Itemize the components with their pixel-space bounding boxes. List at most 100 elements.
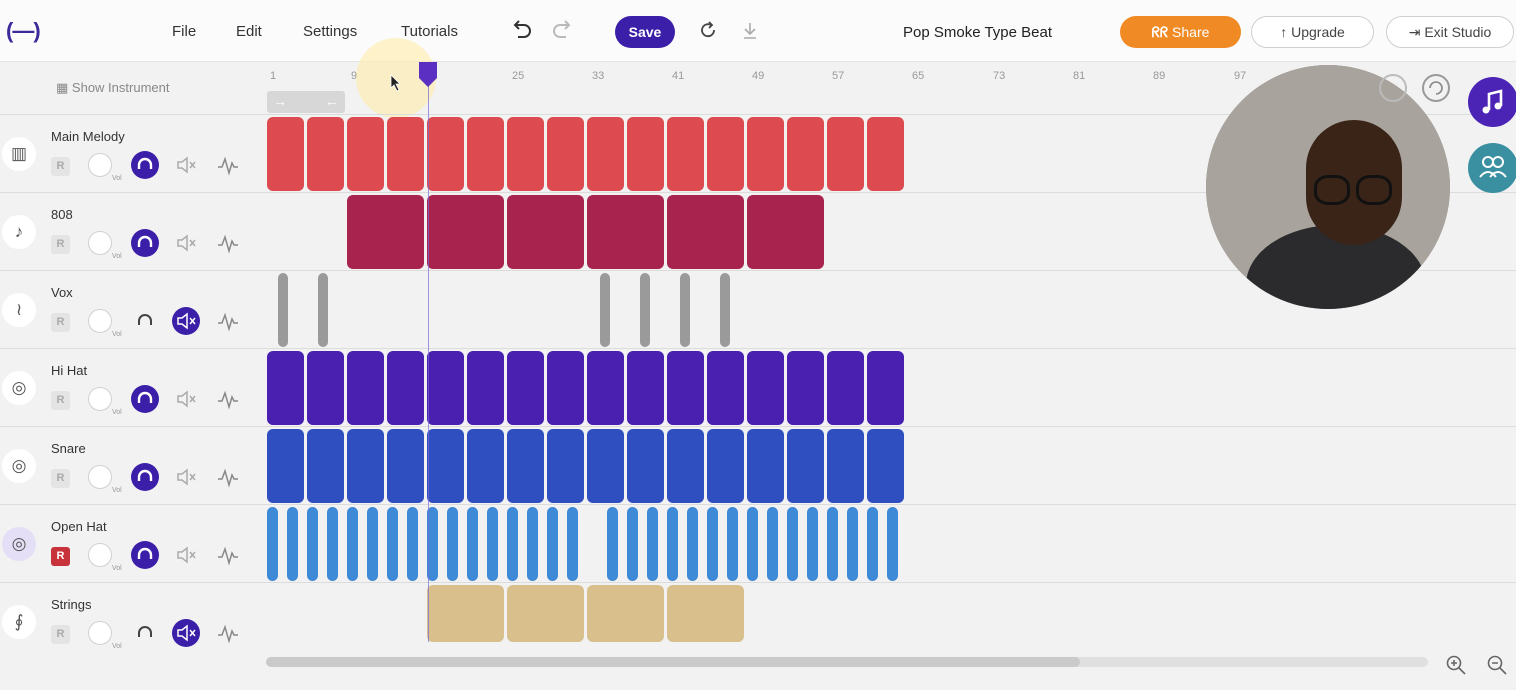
- region-clip[interactable]: [267, 429, 304, 503]
- region-clip[interactable]: [707, 507, 718, 581]
- drum-icon[interactable]: ◎: [2, 449, 36, 483]
- volume-knob[interactable]: [88, 621, 112, 645]
- playhead-handle[interactable]: [418, 62, 438, 88]
- record-arm-button[interactable]: R: [51, 469, 70, 488]
- track-name[interactable]: Main Melody: [51, 129, 125, 144]
- record-arm-button[interactable]: R: [51, 313, 70, 332]
- region-clip[interactable]: [467, 117, 504, 191]
- region-clip[interactable]: [278, 273, 288, 347]
- region-clip[interactable]: [467, 507, 478, 581]
- region-clip[interactable]: [507, 429, 544, 503]
- effects-icon[interactable]: [216, 153, 240, 177]
- region-clip[interactable]: [867, 117, 904, 191]
- region-clip[interactable]: [267, 507, 278, 581]
- record-arm-button[interactable]: R: [51, 625, 70, 644]
- lane-main-melody[interactable]: [266, 114, 1516, 192]
- track-name[interactable]: 808: [51, 207, 73, 222]
- violin-icon[interactable]: ∮: [2, 605, 36, 639]
- region-clip[interactable]: [387, 117, 424, 191]
- region-clip[interactable]: [600, 273, 610, 347]
- guitar-icon[interactable]: ♪: [2, 215, 36, 249]
- speaker-mute-icon[interactable]: [172, 385, 200, 413]
- share-button[interactable]: ᖇᖇ Share: [1120, 16, 1241, 48]
- region-clip[interactable]: [667, 117, 704, 191]
- region-clip[interactable]: [827, 351, 864, 425]
- record-arm-button[interactable]: R: [51, 547, 70, 566]
- headphones-icon[interactable]: [131, 541, 159, 569]
- speaker-mute-icon[interactable]: [172, 619, 200, 647]
- region-clip[interactable]: [347, 429, 384, 503]
- speaker-mute-icon[interactable]: [172, 151, 200, 179]
- region-clip[interactable]: [627, 351, 664, 425]
- region-clip[interactable]: [720, 273, 730, 347]
- region-clip[interactable]: [707, 429, 744, 503]
- region-clip[interactable]: [587, 195, 664, 269]
- lane-snare[interactable]: [266, 426, 1516, 504]
- drum-icon[interactable]: ◎: [2, 371, 36, 405]
- region-clip[interactable]: [867, 429, 904, 503]
- region-clip[interactable]: [787, 429, 824, 503]
- region-clip[interactable]: [387, 429, 424, 503]
- scrollbar-thumb[interactable]: [266, 657, 1080, 667]
- region-clip[interactable]: [667, 429, 704, 503]
- region-clip[interactable]: [347, 351, 384, 425]
- loop-region[interactable]: → ←: [267, 91, 345, 113]
- region-clip[interactable]: [827, 507, 838, 581]
- region-clip[interactable]: [307, 429, 344, 503]
- speaker-mute-icon[interactable]: [172, 229, 200, 257]
- region-clip[interactable]: [627, 507, 638, 581]
- download-icon[interactable]: [737, 16, 763, 44]
- region-clip[interactable]: [667, 507, 678, 581]
- region-clip[interactable]: [427, 585, 504, 642]
- project-title[interactable]: Pop Smoke Type Beat: [903, 24, 1052, 41]
- region-clip[interactable]: [347, 195, 424, 269]
- region-clip[interactable]: [627, 429, 664, 503]
- collaborators-button[interactable]: [1468, 143, 1516, 193]
- region-clip[interactable]: [267, 117, 304, 191]
- region-clip[interactable]: [507, 195, 584, 269]
- app-logo[interactable]: (—): [6, 18, 41, 43]
- track-name[interactable]: Hi Hat: [51, 363, 88, 378]
- region-clip[interactable]: [787, 507, 798, 581]
- region-clip[interactable]: [687, 507, 698, 581]
- effects-icon[interactable]: [216, 465, 240, 489]
- region-clip[interactable]: [747, 351, 784, 425]
- undo-icon[interactable]: [508, 16, 534, 44]
- region-clip[interactable]: [427, 429, 464, 503]
- region-clip[interactable]: [827, 117, 864, 191]
- region-clip[interactable]: [447, 507, 458, 581]
- region-clip[interactable]: [307, 351, 344, 425]
- headphones-icon[interactable]: [131, 463, 159, 491]
- region-clip[interactable]: [847, 507, 858, 581]
- headphones-icon[interactable]: [131, 385, 159, 413]
- upgrade-button[interactable]: ↑ Upgrade: [1251, 16, 1374, 48]
- menu-settings[interactable]: Settings: [303, 23, 358, 40]
- region-clip[interactable]: [640, 273, 650, 347]
- headphones-icon[interactable]: [131, 619, 159, 647]
- region-clip[interactable]: [467, 429, 504, 503]
- region-clip[interactable]: [307, 117, 344, 191]
- speaker-mute-icon[interactable]: [172, 463, 200, 491]
- headphones-icon[interactable]: [131, 151, 159, 179]
- region-clip[interactable]: [507, 351, 544, 425]
- exit-studio-button[interactable]: ⇥ Exit Studio: [1386, 16, 1514, 48]
- region-clip[interactable]: [680, 273, 690, 347]
- region-clip[interactable]: [547, 429, 584, 503]
- volume-knob[interactable]: [88, 153, 112, 177]
- effects-icon[interactable]: [216, 231, 240, 255]
- effects-icon[interactable]: [216, 543, 240, 567]
- region-clip[interactable]: [707, 351, 744, 425]
- lane-open-hat[interactable]: [266, 504, 1516, 582]
- region-clip[interactable]: [607, 507, 618, 581]
- region-clip[interactable]: [467, 351, 504, 425]
- region-clip[interactable]: [767, 507, 778, 581]
- region-clip[interactable]: [347, 507, 358, 581]
- region-clip[interactable]: [587, 117, 624, 191]
- region-clip[interactable]: [507, 585, 584, 642]
- region-clip[interactable]: [507, 507, 518, 581]
- region-clip[interactable]: [527, 507, 538, 581]
- track-name[interactable]: Vox: [51, 285, 73, 300]
- effects-icon[interactable]: [216, 309, 240, 333]
- record-arm-button[interactable]: R: [51, 157, 70, 176]
- region-clip[interactable]: [587, 351, 624, 425]
